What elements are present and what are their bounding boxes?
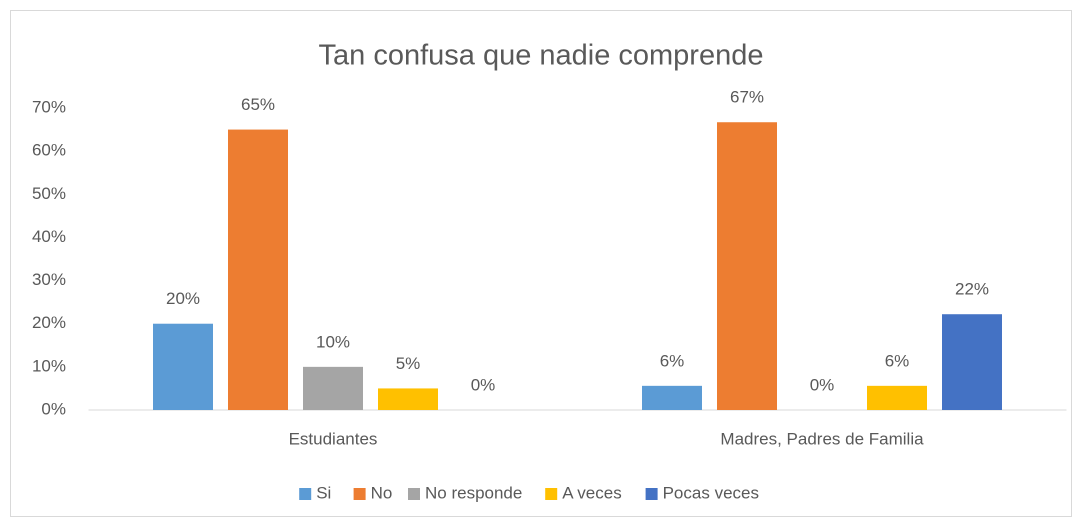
- bar: [942, 314, 1002, 410]
- legend-label: No responde: [425, 483, 522, 502]
- y-tick-label: 60%: [32, 141, 66, 160]
- bar: [717, 122, 777, 410]
- value-label: 0%: [810, 375, 835, 394]
- y-tick-label: 30%: [32, 270, 66, 289]
- legend-swatch: [353, 488, 366, 500]
- y-tick-label: 20%: [32, 313, 66, 332]
- value-label: 20%: [166, 289, 200, 308]
- bar: [153, 323, 213, 410]
- legend-label: Pocas veces: [663, 483, 759, 502]
- bar: [867, 385, 927, 410]
- legend-swatch: [408, 488, 420, 500]
- value-label: 67%: [730, 88, 764, 107]
- bar: [642, 385, 702, 410]
- y-tick-label: 50%: [32, 184, 66, 203]
- value-label: 0%: [471, 375, 496, 394]
- legend-swatch: [645, 488, 658, 500]
- bar: [378, 388, 438, 410]
- x-tick-label: Estudiantes: [289, 429, 378, 448]
- value-label: 6%: [660, 351, 685, 370]
- legend-label: Si: [316, 483, 331, 502]
- y-tick-label: 10%: [32, 356, 66, 375]
- legend-label: A veces: [562, 483, 622, 502]
- value-label: 10%: [316, 332, 350, 351]
- y-tick-label: 40%: [32, 227, 66, 246]
- value-label: 5%: [396, 354, 421, 373]
- value-label: 22%: [955, 280, 989, 299]
- legend-swatch: [299, 488, 312, 500]
- value-label: 65%: [241, 95, 275, 114]
- legend-swatch: [545, 488, 558, 500]
- chart-border: [10, 10, 1072, 517]
- legend-label: No: [371, 483, 393, 502]
- y-tick-label: 0%: [41, 399, 66, 418]
- value-label: 6%: [885, 351, 910, 370]
- x-tick-label: Madres, Padres de Familia: [720, 429, 924, 448]
- bar: [228, 129, 288, 411]
- y-tick-label: 70%: [32, 97, 66, 116]
- bar: [303, 366, 363, 410]
- chart-title: Tan confusa que nadie comprende: [319, 40, 764, 72]
